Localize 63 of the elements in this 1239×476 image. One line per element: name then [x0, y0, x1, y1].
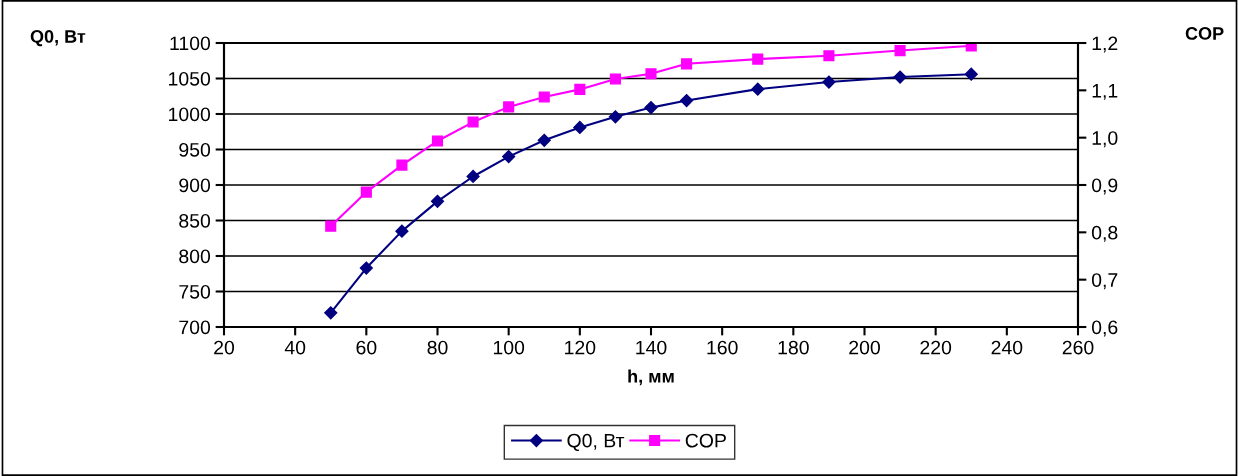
point	[893, 70, 907, 84]
point	[466, 169, 480, 184]
point	[681, 58, 693, 70]
point	[964, 67, 978, 81]
point	[537, 133, 551, 147]
point	[324, 306, 338, 320]
point	[752, 53, 764, 65]
x-tick-label: 220	[920, 340, 952, 355]
point	[395, 224, 409, 238]
point	[608, 110, 623, 124]
x-tick-label: 60	[356, 340, 377, 355]
x-axis-title: h, мм	[628, 369, 674, 386]
point	[894, 45, 906, 57]
y2-tick-label: 0,7	[1091, 273, 1118, 290]
x-tick-label: 100	[493, 340, 525, 355]
y2-tick-label: 0,6	[1091, 320, 1118, 337]
y-tick-label: 800	[179, 249, 211, 264]
y2-tick-label: 1,0	[1092, 131, 1118, 148]
y2-tick-label: 1,2	[1092, 36, 1118, 53]
x-tick-label: 80	[427, 340, 448, 355]
y-tick-label: 900	[179, 178, 211, 193]
point	[467, 116, 479, 128]
y-tick-label: 850	[179, 213, 211, 228]
y-tick-label: 700	[179, 320, 211, 335]
y-tick-label: 1000	[169, 107, 211, 122]
point	[396, 159, 408, 171]
point	[574, 83, 586, 95]
point	[430, 194, 445, 208]
y-tick-label: 750	[179, 284, 211, 299]
point	[538, 91, 550, 103]
x-tick-label: 240	[991, 340, 1023, 355]
y-tick-label: 950	[179, 142, 211, 157]
y-tick-label: 1100	[170, 36, 211, 51]
point	[360, 186, 372, 198]
point	[822, 75, 836, 89]
y2-tick-label: 0,8	[1091, 225, 1118, 242]
point	[645, 68, 657, 80]
y-tick-label: 1050	[169, 71, 211, 86]
point	[823, 50, 835, 62]
y2-axis-title: COP	[1185, 27, 1224, 40]
x-tick-label: 20	[214, 340, 235, 355]
x-tick-label: 140	[636, 340, 667, 355]
point	[359, 261, 373, 275]
point	[503, 101, 515, 113]
x-tick-label: 260	[1062, 340, 1094, 355]
point	[431, 135, 444, 147]
point	[679, 93, 694, 108]
x-tick-label: 120	[565, 340, 596, 355]
y2-tick-label: 1,1	[1092, 84, 1118, 100]
x-tick-label: 160	[707, 340, 738, 355]
x-tick-label: 40	[284, 340, 306, 355]
x-tick-label: 200	[849, 340, 880, 355]
point	[325, 220, 337, 232]
point	[573, 120, 587, 135]
point	[609, 73, 621, 85]
point	[644, 101, 658, 115]
point	[751, 82, 765, 96]
x-tick-label: 180	[778, 340, 809, 355]
y2-tick-label: 0,9	[1091, 178, 1118, 195]
legend-label: COP	[685, 433, 726, 448]
legend-label: Q0, Вт	[567, 433, 625, 451]
y-axis-title: Q0, Вт	[30, 30, 86, 47]
point	[502, 150, 516, 164]
